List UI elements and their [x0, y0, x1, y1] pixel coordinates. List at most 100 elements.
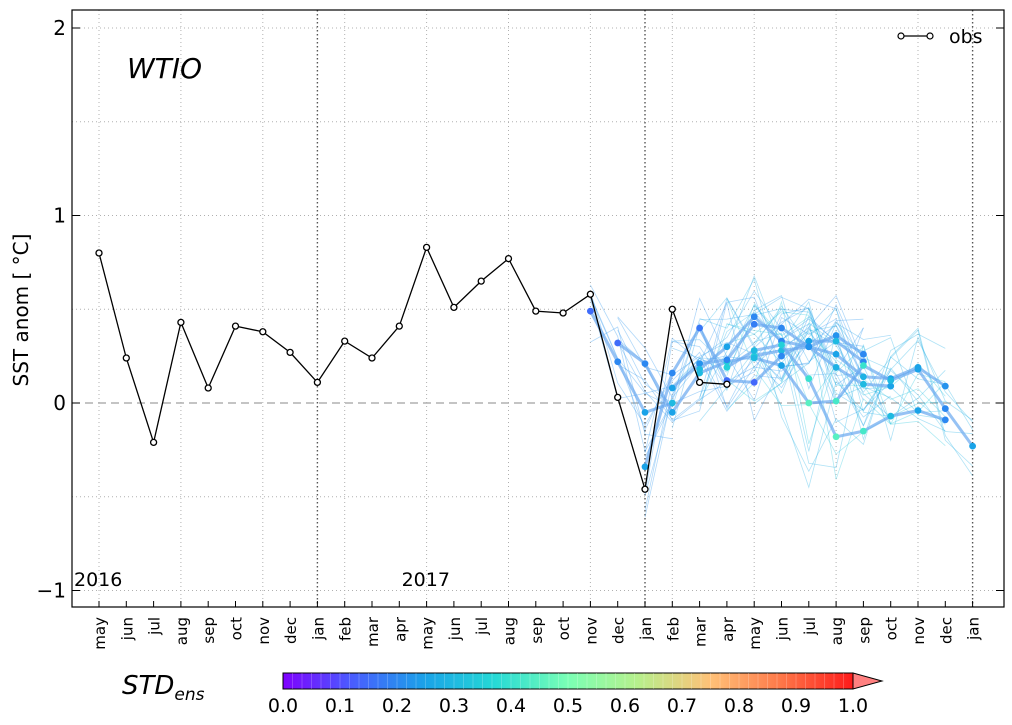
x-tick-label: sep — [528, 617, 546, 644]
y-tick-label: 2 — [53, 16, 66, 40]
ensemble-member-line — [753, 345, 973, 489]
obs-point — [614, 393, 622, 402]
forecast-jan-point — [750, 378, 758, 386]
forecast-dec-point — [832, 332, 840, 339]
obs-line — [98, 245, 727, 490]
forecast-jan-point — [832, 337, 840, 345]
forecast-nov-point — [587, 307, 594, 315]
colorbar-extend-arrow — [852, 672, 884, 690]
obs-point — [422, 243, 431, 252]
forecast-feb-point — [750, 320, 758, 328]
x-tick-label: jul — [146, 617, 164, 636]
obs-point — [723, 380, 731, 388]
x-tick-label: may — [746, 617, 764, 650]
x-tick-label: jun — [446, 617, 464, 641]
x-tick-label: nov — [910, 617, 928, 645]
forecast-jan-point — [778, 352, 785, 360]
forecast-feb-point — [723, 356, 731, 364]
region-label: WTIO — [127, 52, 202, 85]
x-tick-label: mar — [364, 616, 382, 647]
x-tick-label: nov — [582, 617, 600, 645]
x-tick-label: may — [91, 617, 109, 650]
colorbar-tick-label: 0.6 — [610, 695, 640, 717]
forecast-feb-point — [887, 382, 895, 390]
x-tick-label: may — [419, 617, 437, 650]
forecast-mar-point — [750, 313, 758, 321]
ensemble-member-line — [726, 323, 946, 455]
x-tick-label: apr — [719, 616, 737, 642]
forecast-feb-point — [832, 363, 840, 371]
obs-point — [668, 305, 676, 313]
forecast-nov-point — [641, 408, 649, 416]
ensemble-member-line — [644, 316, 864, 453]
forecast-mar-point — [696, 365, 703, 373]
obs-point — [177, 318, 185, 327]
x-tick-label: jan — [965, 617, 983, 641]
forecast-apr-point — [887, 412, 895, 420]
forecast-series — [587, 307, 976, 471]
forecast-may-point — [860, 362, 867, 369]
x-tick-label: oct — [555, 617, 573, 640]
x-tick-label: jan — [309, 617, 327, 641]
x-tick-label: aug — [173, 617, 191, 645]
y-axis: −1 0 1 2 — [37, 16, 1004, 603]
obs-point — [95, 249, 103, 257]
forecast-apr-point — [750, 347, 758, 354]
ensemble-member-line — [617, 296, 864, 399]
colorbar: STDens 0.0 0.1 0.2 0.3 0.4 0.5 0.6 0.7 0.8 0.9 1.0 — [122, 671, 884, 717]
forecast-may-point — [805, 399, 813, 407]
y-tick-label: 0 — [53, 391, 66, 415]
forecast-apr-point — [805, 375, 813, 383]
x-tick-label: nov — [255, 617, 273, 645]
x-tick-label: feb — [337, 617, 355, 641]
x-tick-label: dec — [610, 617, 628, 644]
obs-point — [341, 337, 349, 345]
x-tick-label: aug — [501, 617, 519, 645]
obs-point — [450, 303, 458, 312]
forecast-may-point — [750, 354, 758, 362]
ensemble-member-line — [617, 307, 864, 404]
obs-point — [122, 354, 130, 362]
legend: obs — [897, 26, 983, 48]
ensemble-member-line — [726, 307, 946, 425]
obs-point — [395, 322, 403, 330]
forecast-jan-point — [668, 369, 676, 377]
colorbar-tick-label: 0.7 — [667, 695, 697, 717]
forecast-mar-point — [941, 382, 949, 390]
obs-point — [231, 322, 240, 330]
forecast-feb-point — [860, 380, 867, 388]
x-tick-label: sep — [200, 617, 218, 644]
ensemble-members — [590, 274, 973, 518]
forecast-mar-line — [698, 315, 947, 388]
forecast-apr-point — [778, 341, 785, 349]
forecast-mar-point — [723, 343, 731, 351]
forecast-mar-point — [805, 343, 813, 351]
colorbar-tick-label: 0.1 — [325, 695, 355, 717]
obs-point — [559, 309, 567, 317]
obs-point — [695, 378, 704, 387]
x-tick-label: jul — [473, 617, 491, 636]
x-tick-label: mar — [692, 616, 710, 647]
colorbar-tick-label: 1.0 — [838, 695, 868, 717]
ensemble-member-line — [590, 291, 673, 427]
x-tick-label: oct — [883, 617, 901, 640]
forecast-may-point — [778, 362, 785, 369]
obs-point — [641, 485, 649, 493]
forecast-feb-point — [668, 384, 676, 392]
obs-point — [586, 290, 595, 298]
ensemble-member-line — [726, 303, 946, 480]
y-tick-label: 1 — [53, 204, 66, 228]
forecast-jan-point — [641, 463, 649, 471]
forecast-apr-point — [914, 407, 922, 414]
ensemble-member-line — [699, 274, 946, 414]
forecast-feb-point — [778, 324, 785, 332]
obs-point — [204, 384, 212, 392]
colorbar-tick-label: 0.5 — [553, 695, 583, 717]
year-label-2017: 2017 — [402, 569, 450, 591]
colorbar-tick-label: 0.0 — [268, 695, 298, 717]
forecast-dec-point — [668, 408, 676, 416]
forecast-nov-line — [589, 310, 673, 414]
x-tick-label: jul — [801, 617, 819, 636]
ensemble-member-line — [753, 328, 973, 467]
